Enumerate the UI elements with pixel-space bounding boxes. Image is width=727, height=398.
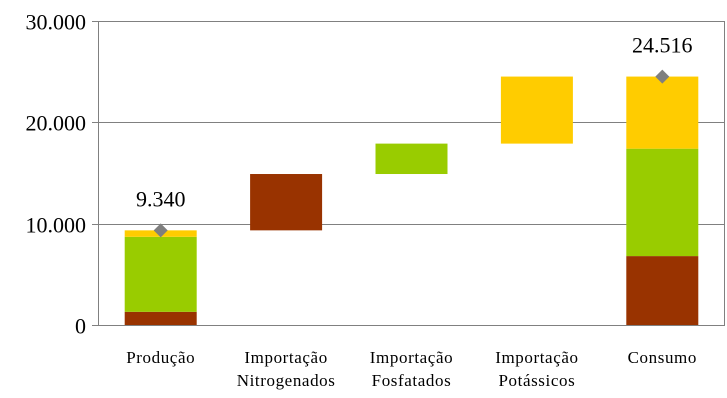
bar-segment-fosfatados: [124, 236, 197, 312]
bar-segments: [124, 76, 699, 325]
x-category-labels: Produção Importação Nitrogenados Importação…: [126, 348, 697, 390]
bar-segment-nitrogenados: [250, 174, 323, 231]
x-category-label: Importação: [244, 348, 327, 367]
total-markers: [153, 69, 670, 238]
x-category-label: Importação: [495, 348, 578, 367]
x-category-label: Importação: [370, 348, 453, 367]
x-category-label: Consumo: [628, 348, 697, 367]
y-tick-label: 30.000: [26, 10, 87, 35]
y-tick-labels: 0 10.000 20.000 30.000: [26, 10, 87, 339]
x-category-label: Produção: [126, 348, 195, 367]
data-labels: 9.340 24.516: [136, 33, 693, 212]
y-tick-label: 20.000: [26, 111, 87, 136]
bar-segment-nitrogenados: [124, 311, 197, 325]
x-category-label: Nitrogenados: [237, 371, 336, 390]
bar-segment-fosfatados: [375, 143, 448, 175]
total-marker-diamond: [655, 69, 670, 84]
x-category-label: Fosfatados: [372, 371, 452, 390]
total-data-label: 9.340: [136, 186, 186, 211]
total-marker-diamond: [153, 223, 168, 238]
bar-segment-potassicos: [500, 76, 573, 144]
y-tick-label: 10.000: [26, 213, 87, 238]
total-data-label: 24.516: [632, 33, 693, 58]
y-tick-label: 0: [75, 314, 86, 339]
x-category-label: Potássicos: [498, 371, 575, 390]
axes: [92, 21, 725, 326]
bar-segment-fosfatados: [626, 148, 699, 257]
bar-segment-nitrogenados: [626, 256, 699, 325]
bar-segment-potassicos: [626, 76, 699, 149]
